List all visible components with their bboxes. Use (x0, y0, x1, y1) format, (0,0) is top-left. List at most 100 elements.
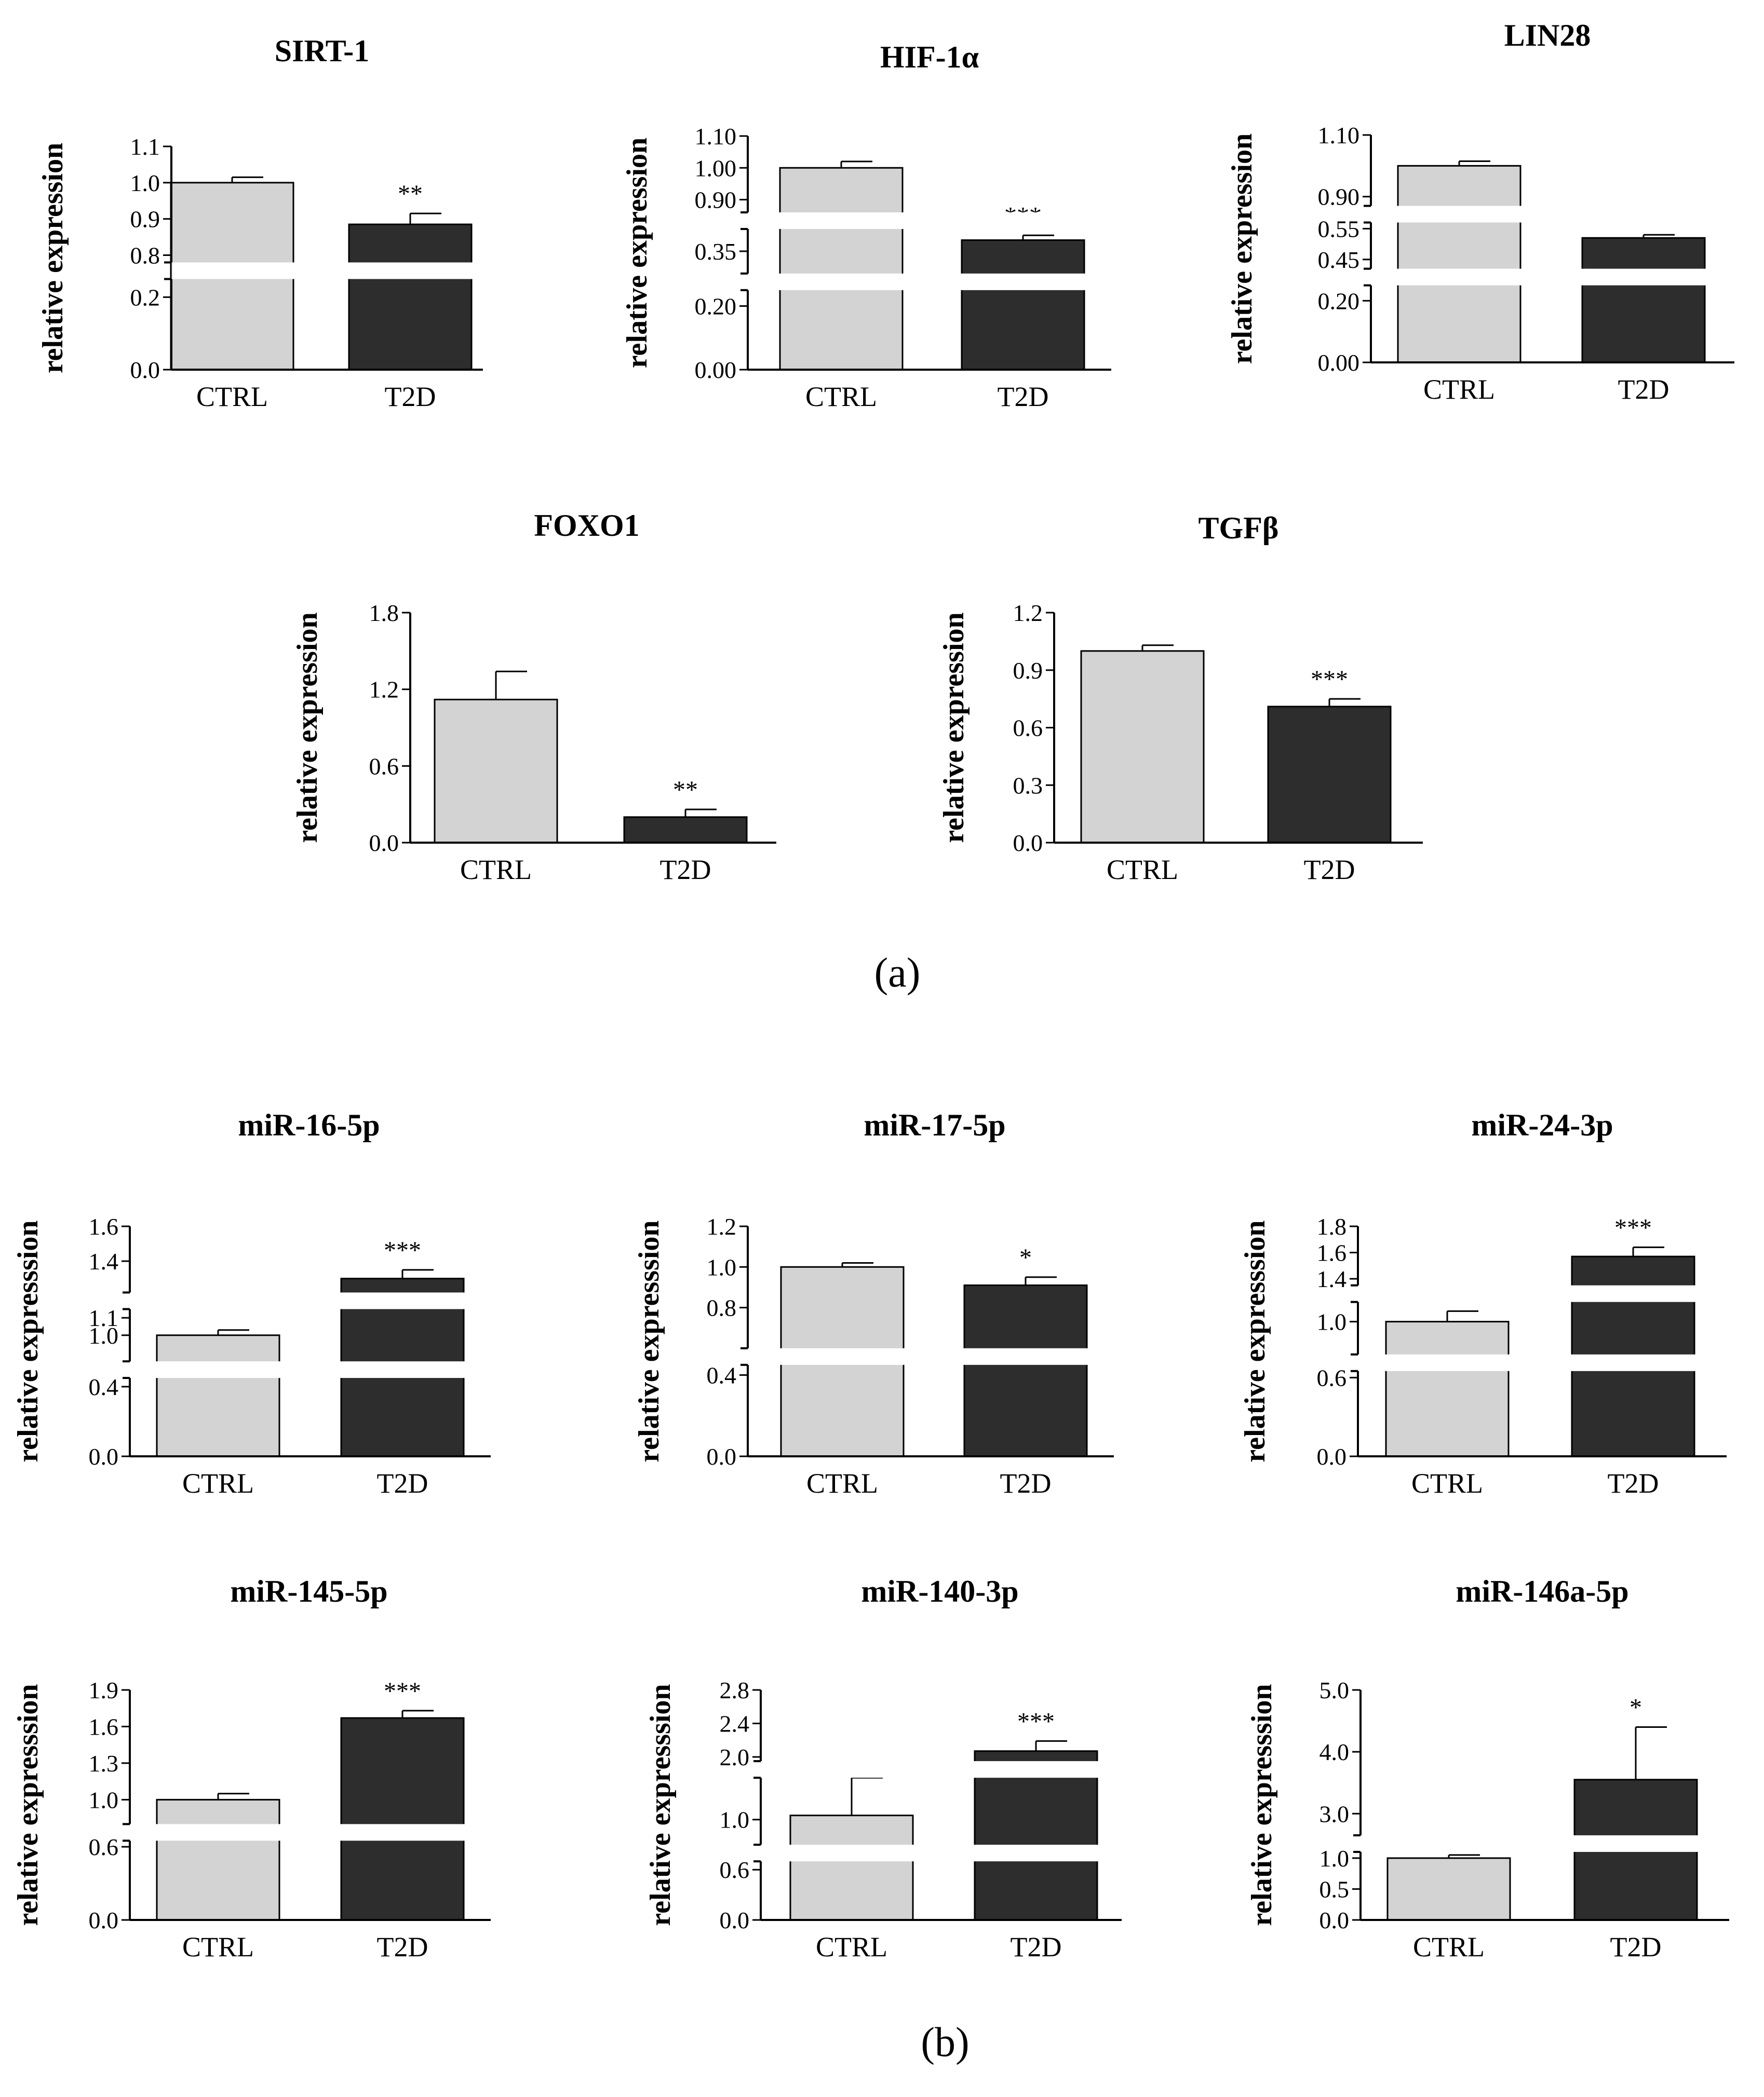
y-tick-label: 0.6 (1013, 715, 1043, 741)
axis-break-band (1359, 1285, 1728, 1302)
y-tick-label: 1.4 (1317, 1266, 1347, 1292)
axis-break-band (762, 1761, 1123, 1778)
y-tick-label: 1.6 (1317, 1240, 1347, 1266)
y-tick-label: 1.4 (89, 1248, 119, 1275)
bar-ctrl (1385, 1321, 1510, 1457)
bar-ctrl (1397, 165, 1521, 363)
y-tick-label: 4.0 (1319, 1739, 1350, 1765)
x-tick-label: CTRL (182, 1931, 254, 1963)
y-tick-label: 0.35 (695, 238, 737, 265)
y-tick-label: 1.2 (1013, 600, 1043, 626)
x-tick-label: T2D (1610, 1931, 1662, 1963)
y-tick-label: 0.0 (1319, 1907, 1350, 1933)
x-tick-label: CTRL (1107, 854, 1178, 885)
y-axis-label: relative expresssion (1246, 1684, 1278, 1926)
bar-ctrl (156, 1798, 280, 1921)
x-tick-label: CTRL (1411, 1468, 1483, 1499)
y-tick-label: 1.0 (1319, 1845, 1350, 1872)
y-tick-label: 1.1 (89, 1305, 119, 1331)
y-tick-label: 0.55 (1318, 215, 1360, 242)
panel-b-label: (b) (921, 2020, 969, 2065)
chart-title: miR-16-5p (238, 1108, 380, 1142)
chart-title: miR-24-3p (1471, 1108, 1613, 1142)
x-tick-label: T2D (385, 381, 436, 412)
y-tick-label: 0.0 (89, 1443, 119, 1470)
y-tick-label: 0.9 (130, 206, 160, 233)
bar-ctrl (1386, 1857, 1511, 1921)
significance-marker: *** (384, 1677, 421, 1705)
significance-marker: *** (384, 1237, 421, 1264)
chart-title: miR-140-3p (861, 1574, 1018, 1608)
y-tick-label: 1.0 (1317, 1309, 1347, 1335)
y-tick-label: 5.0 (1319, 1677, 1350, 1703)
x-tick-label: T2D (1618, 374, 1669, 405)
y-tick-label: 0.9 (1013, 657, 1043, 684)
y-tick-label: 0.20 (1318, 288, 1360, 314)
bar-t2d (1581, 237, 1706, 363)
axis-break-band (762, 1845, 1123, 1862)
chart-title: TGFβ (1199, 511, 1279, 545)
y-axis-label: relative expresssion (644, 1684, 677, 1926)
axis-break-band (131, 1824, 492, 1841)
bar-t2d (963, 1284, 1088, 1457)
significance-marker: * (1019, 1244, 1032, 1271)
y-tick-label: 1.2 (707, 1213, 737, 1240)
y-tick-label: 0.5 (1319, 1876, 1350, 1902)
y-tick-label: 0.45 (1318, 247, 1360, 273)
y-tick-label: 0.6 (369, 753, 399, 779)
x-tick-label: T2D (1304, 854, 1355, 885)
axis-break-band (1372, 268, 1735, 286)
significance-marker: *** (1017, 1708, 1055, 1735)
y-tick-label: 1.3 (89, 1750, 119, 1777)
x-tick-label: CTRL (805, 381, 877, 412)
y-tick-label: 0.0 (1317, 1443, 1347, 1470)
x-tick-label: T2D (377, 1931, 428, 1963)
y-tick-label: 0.00 (1318, 349, 1360, 376)
y-tick-label: 1.0 (130, 170, 160, 196)
axis-break-band (131, 1361, 492, 1378)
y-tick-label: 0.00 (695, 357, 737, 383)
axis-break-band (749, 273, 1112, 290)
x-tick-label: CTRL (196, 381, 268, 412)
y-tick-label: 0.90 (1318, 184, 1360, 210)
bar-t2d (348, 223, 473, 371)
bar-ctrl (434, 698, 558, 844)
bar-ctrl (779, 167, 904, 371)
x-tick-label: CTRL (1423, 374, 1495, 405)
y-tick-label: 0.6 (1317, 1364, 1347, 1391)
y-tick-label: 1.6 (89, 1713, 119, 1740)
bar-t2d (340, 1717, 465, 1921)
x-tick-label: T2D (660, 854, 711, 885)
y-axis-label: relative expression (37, 143, 69, 373)
chart-title: SIRT-1 (275, 34, 369, 68)
chart-title: miR-17-5p (864, 1108, 1005, 1142)
y-tick-label: 1.2 (369, 677, 399, 703)
y-axis-label: relative expression (291, 612, 324, 843)
axis-break-band (172, 262, 484, 279)
bar-t2d (1267, 706, 1392, 844)
y-tick-label: 1.0 (720, 1807, 750, 1833)
y-tick-label: 0.8 (707, 1295, 737, 1321)
axis-break-band (1372, 206, 1735, 223)
y-axis-label: relative expresssion (12, 1684, 44, 1926)
y-tick-label: 1.10 (1318, 122, 1360, 148)
y-tick-label: 1.0 (89, 1322, 119, 1349)
bar-t2d (623, 816, 748, 844)
y-tick-label: 2.4 (720, 1711, 750, 1737)
y-axis-label: relative expression (938, 612, 970, 843)
y-tick-label: 0.2 (130, 284, 160, 310)
significance-marker: ** (673, 776, 698, 804)
y-tick-label: 1.00 (695, 155, 737, 181)
axis-break-band (1362, 1835, 1730, 1852)
y-tick-label: 1.8 (1317, 1213, 1347, 1240)
significance-marker: *** (1311, 666, 1348, 693)
y-tick-label: 1.1 (130, 133, 160, 160)
y-tick-label: 0.0 (369, 830, 399, 856)
y-tick-label: 0.0 (707, 1443, 737, 1470)
significance-marker: *** (1614, 1214, 1652, 1241)
y-tick-label: 0.4 (707, 1362, 737, 1388)
chart-title: FOXO1 (534, 508, 639, 543)
chart-title: miR-145-5p (230, 1574, 387, 1608)
y-tick-label: 1.6 (89, 1213, 119, 1240)
x-tick-label: T2D (998, 381, 1049, 412)
